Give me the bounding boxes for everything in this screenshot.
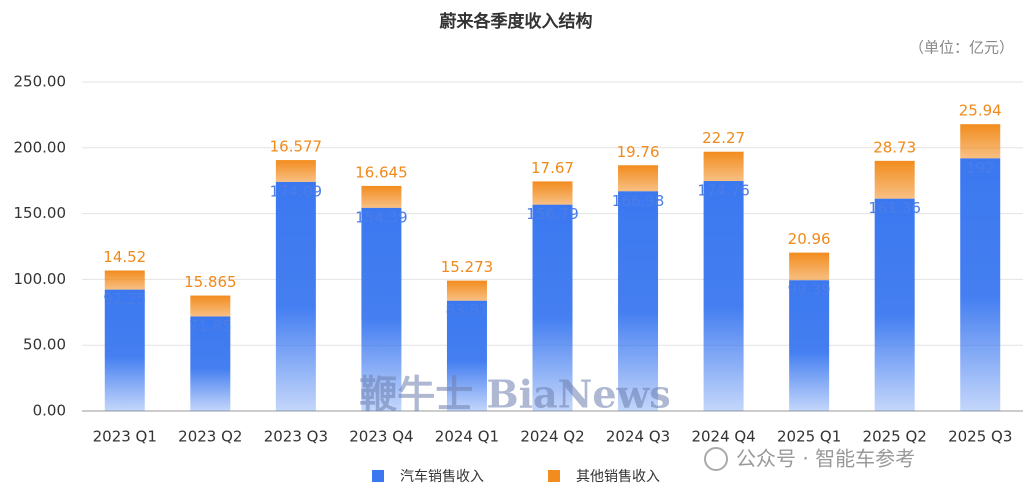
bar-segment xyxy=(361,185,402,208)
value-label: 25.94 xyxy=(959,102,1002,120)
bar-segment xyxy=(618,165,659,192)
value-label: 16.577 xyxy=(270,138,323,156)
y-tick-label: 150.00 xyxy=(14,204,67,222)
x-tick-label: 2024 Q3 xyxy=(606,428,670,446)
legend-label: 其他销售收入 xyxy=(576,469,660,485)
value-label: 28.73 xyxy=(873,138,916,156)
value-label: 19.76 xyxy=(617,143,660,161)
value-label: 14.52 xyxy=(103,248,146,266)
x-tick-label: 2024 Q4 xyxy=(691,428,755,446)
value-label: 83.81 xyxy=(445,301,488,319)
bar-segment xyxy=(789,280,830,411)
value-label: 174.09 xyxy=(270,182,323,200)
value-label: 71.85 xyxy=(189,317,232,335)
bar-segment xyxy=(874,160,915,199)
bar-segment xyxy=(960,124,1001,159)
x-tick-label: 2025 Q3 xyxy=(948,428,1012,446)
bar-segment xyxy=(874,198,915,411)
x-tick-label: 2024 Q2 xyxy=(520,428,584,446)
value-label: 22.27 xyxy=(702,129,745,147)
y-tick-label: 0.00 xyxy=(33,402,66,420)
legend-swatch xyxy=(548,470,560,482)
x-tick-label: 2023 Q4 xyxy=(349,428,413,446)
value-label: 92.25 xyxy=(103,290,146,308)
bar-segment xyxy=(446,280,487,301)
value-label: 161.36 xyxy=(868,199,921,217)
y-tick-label: 100.00 xyxy=(14,270,67,288)
y-tick-label: 200.00 xyxy=(14,138,67,156)
bar-segment xyxy=(446,300,487,411)
chart-title: 蔚来各季度收入结构 xyxy=(440,11,593,32)
value-label: 174.76 xyxy=(697,182,750,200)
value-label: 99.39 xyxy=(788,281,831,299)
bar-segment xyxy=(789,252,830,281)
y-tick-label: 50.00 xyxy=(23,336,66,354)
bar-segment xyxy=(275,181,316,411)
x-tick-label: 2025 Q2 xyxy=(863,428,927,446)
bar-segment xyxy=(703,151,744,182)
x-tick-label: 2023 Q3 xyxy=(264,428,328,446)
value-label: 16.645 xyxy=(355,163,408,181)
bar-segment xyxy=(703,181,744,411)
watermark: 鞭牛士 BiaNews xyxy=(359,372,670,417)
value-label: 17.67 xyxy=(531,159,574,177)
x-tick-label: 2024 Q1 xyxy=(435,428,499,446)
x-tick-label: 2025 Q1 xyxy=(777,428,841,446)
value-label: 15.273 xyxy=(441,258,494,276)
legend-swatch xyxy=(372,470,384,482)
bar-segment xyxy=(532,204,573,411)
bar-segment xyxy=(104,289,145,411)
bar-segment xyxy=(275,160,316,182)
bar-segment xyxy=(618,191,659,411)
unit-label: （单位：亿元） xyxy=(909,39,1014,57)
value-label: 166.98 xyxy=(612,192,665,210)
bar-segment xyxy=(104,270,145,290)
bar-segment xyxy=(190,316,231,411)
bar-segment xyxy=(361,207,402,411)
value-label: 20.96 xyxy=(788,230,831,248)
value-label: 154.39 xyxy=(355,208,408,226)
watermark-icon xyxy=(704,447,728,471)
value-label: 192 xyxy=(966,159,995,177)
bar-segment xyxy=(190,295,231,317)
bar-segment xyxy=(532,181,573,205)
x-tick-label: 2023 Q1 xyxy=(93,428,157,446)
value-label: 15.865 xyxy=(184,273,237,291)
x-tick-label: 2023 Q2 xyxy=(178,428,242,446)
y-tick-label: 250.00 xyxy=(14,73,67,91)
bar-segment xyxy=(960,158,1001,411)
legend-label: 汽车销售收入 xyxy=(400,468,484,485)
watermark: 公众号 · 智能车参考 xyxy=(736,447,915,471)
value-label: 156.79 xyxy=(526,205,579,223)
